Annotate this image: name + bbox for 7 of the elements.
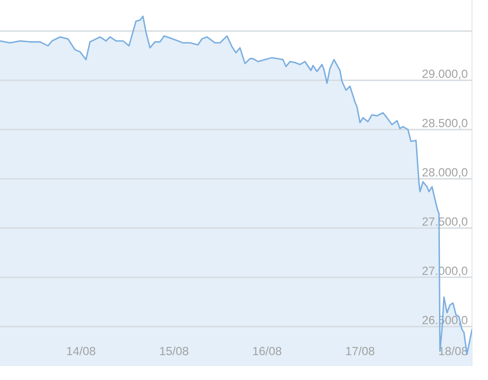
x-tick-label: 16/08 xyxy=(253,346,282,356)
x-tick-label: 15/08 xyxy=(160,346,188,356)
y-tick-label: 29.000,0 xyxy=(422,70,468,80)
x-tick-label: 17/08 xyxy=(346,346,374,356)
x-tick-label: 14/08 xyxy=(67,346,96,356)
y-tick-label: 28.500,0 xyxy=(422,118,468,129)
y-tick-label: 28.000,0 xyxy=(422,168,468,178)
